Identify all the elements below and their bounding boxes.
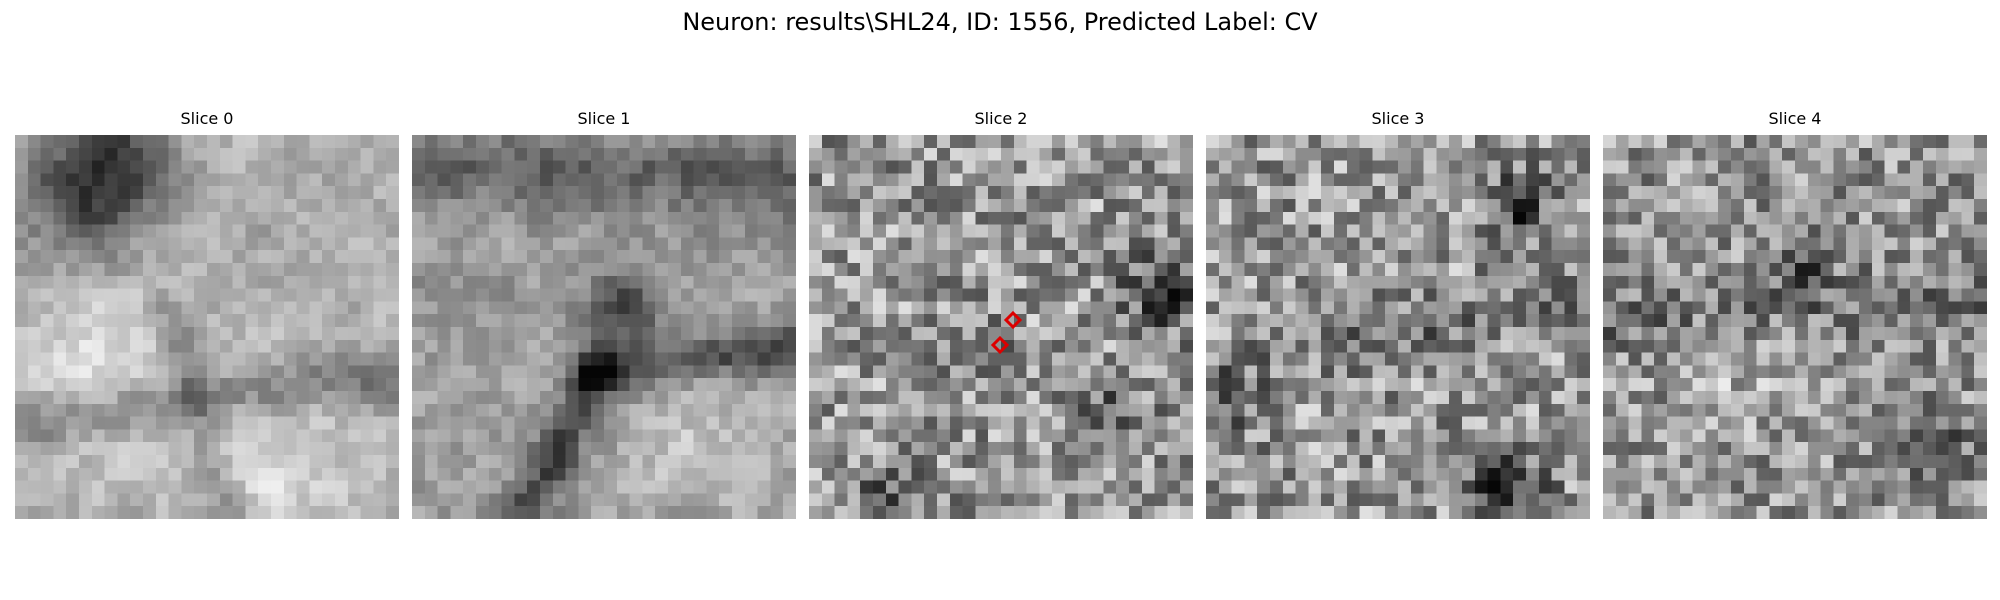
slice-title: Slice 4: [1768, 109, 1822, 128]
slice-panel-2: Slice 2: [809, 108, 1193, 519]
slice-title: Slice 2: [974, 109, 1028, 128]
marker-overlay: [990, 310, 1023, 355]
slice-panel-4: Slice 4: [1603, 108, 1987, 519]
slice-image: [1206, 135, 1590, 519]
slice-panel-3: Slice 3: [1206, 108, 1590, 519]
slice-image: [809, 135, 1193, 519]
slice-title: Slice 3: [1371, 109, 1425, 128]
slice-title: Slice 1: [577, 109, 631, 128]
slice-panel-0: Slice 0: [15, 108, 399, 519]
slice-panel-1: Slice 1: [412, 108, 796, 519]
slice-image: [1603, 135, 1987, 519]
marker-diamond: [1003, 310, 1023, 330]
slice-title: Slice 0: [180, 109, 234, 128]
slice-image: [15, 135, 399, 519]
marker-diamond: [990, 335, 1010, 355]
figure-title: Neuron: results\SHL24, ID: 1556, Predict…: [682, 8, 1318, 36]
slice-image: [412, 135, 796, 519]
